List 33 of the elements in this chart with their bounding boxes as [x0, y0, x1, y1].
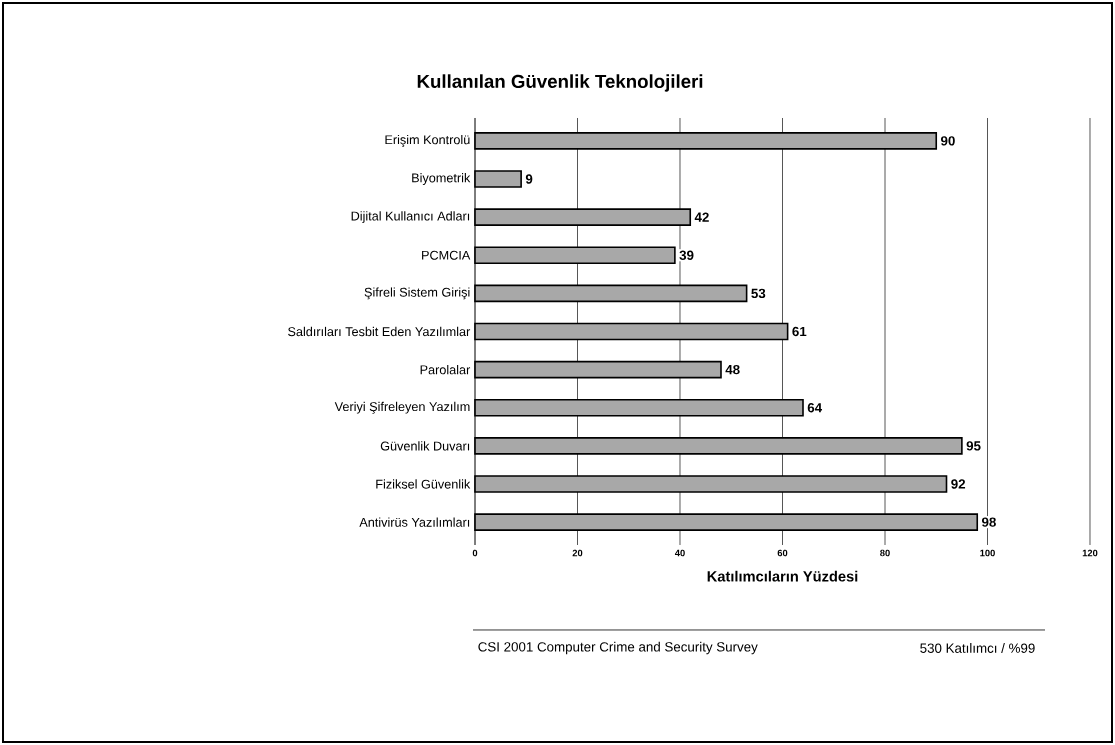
- data-label: 53: [751, 288, 766, 299]
- data-label: 42: [694, 212, 709, 222]
- x-tick-label: 20: [572, 549, 583, 557]
- data-label: 64: [807, 403, 823, 413]
- y-tick-label: Erişim Kontrolü: [385, 134, 470, 147]
- data-label: 9: [525, 174, 533, 184]
- data-label: 90: [940, 136, 955, 146]
- x-tick-label: 100: [980, 549, 995, 557]
- text: 530 Katılımcı / %99: [920, 643, 1035, 653]
- y-tick-label: Fiziksel Güvenlik: [376, 479, 471, 489]
- x-tick-label: 40: [674, 549, 685, 557]
- x-axis-title: Katılımcıların Yüzdesi: [707, 570, 858, 582]
- data-label: 98: [981, 517, 996, 527]
- data-label: 39: [679, 250, 694, 260]
- data-label: 48: [725, 364, 740, 375]
- data-label: 61: [792, 326, 807, 337]
- data-label: 95: [966, 441, 981, 451]
- y-tick-label: Parolalar: [420, 364, 471, 375]
- y-tick-label: Antivirüs Yazılımları: [359, 517, 470, 527]
- x-tick-label: 60: [777, 549, 788, 557]
- y-tick-label: Dijital Kullanıcı Adları: [351, 211, 470, 224]
- x-tick-label: 0: [472, 549, 478, 557]
- y-tick-label: Şifreli Sistem Girişi: [364, 287, 470, 300]
- x-tick-label: 120: [1082, 549, 1098, 557]
- y-tick-label: Veriyi Şifreleyen Yazılım: [334, 401, 470, 414]
- y-tick-label: Biyometrik: [412, 173, 471, 185]
- chart-title: Kullanılan Güvenlik Teknolojileri: [417, 74, 703, 92]
- y-tick-label: Saldırıları Tesbit Eden Yazılımlar: [288, 326, 471, 337]
- text: CSI 2001 Computer Crime and Security Survey: [478, 641, 758, 655]
- y-tick-label: Güvenlik Duvarı: [380, 441, 470, 451]
- x-tick-label: 80: [880, 549, 890, 557]
- data-label: 92: [951, 479, 966, 489]
- y-tick-label: PCMCIA: [422, 250, 471, 260]
